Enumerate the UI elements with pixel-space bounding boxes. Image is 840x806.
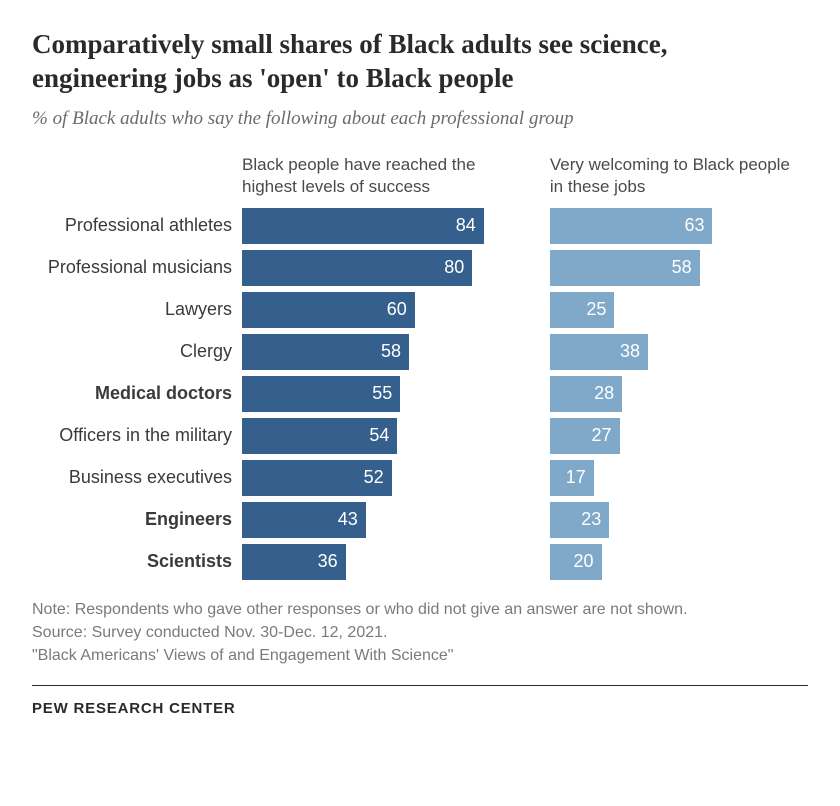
chart-row: Officers in the military54 27	[32, 418, 808, 454]
row-label: Officers in the military	[32, 425, 242, 446]
row-label: Clergy	[32, 341, 242, 362]
bar-cell-col2: 25	[550, 292, 808, 328]
bar-col1: 36	[242, 544, 346, 580]
row-label: Professional musicians	[32, 257, 242, 278]
bar-cell-col2: 20	[550, 544, 808, 580]
chart-row: Engineers43 23	[32, 502, 808, 538]
bar-cell-col2: 23	[550, 502, 808, 538]
chart-note: Note: Respondents who gave other respons…	[32, 598, 808, 668]
footer-divider	[32, 685, 808, 686]
col2-header: Very welcoming to Black people in these …	[550, 154, 808, 198]
chart-subtitle: % of Black adults who say the following …	[32, 108, 808, 130]
bar-col1: 52	[242, 460, 392, 496]
bar-cell-col2: 38	[550, 334, 808, 370]
chart-row: Scientists36 20	[32, 544, 808, 580]
bar-col2: 27	[550, 418, 620, 454]
note-line3: "Black Americans' Views of and Engagemen…	[32, 647, 453, 664]
bar-cell-col1: 80	[242, 250, 530, 286]
bar-col1: 60	[242, 292, 415, 328]
bar-cell-col1: 60	[242, 292, 530, 328]
bar-cell-col2: 63	[550, 208, 808, 244]
bar-cell-col1: 54	[242, 418, 530, 454]
bar-col1: 80	[242, 250, 472, 286]
row-label: Lawyers	[32, 299, 242, 320]
chart-row: Business executives52 17	[32, 460, 808, 496]
column-headers: Black people have reached the highest le…	[32, 154, 808, 198]
row-label: Scientists	[32, 551, 242, 572]
chart-title: Comparatively small shares of Black adul…	[32, 28, 808, 96]
bar-col1: 55	[242, 376, 400, 412]
chart-row: Lawyers60 25	[32, 292, 808, 328]
bar-cell-col1: 58	[242, 334, 530, 370]
chart-rows: Professional athletes84 63 Professional mu…	[32, 208, 808, 580]
row-label: Engineers	[32, 509, 242, 530]
bar-col2: 25	[550, 292, 615, 328]
bar-cell-col2: 58	[550, 250, 808, 286]
row-label: Medical doctors	[32, 383, 242, 404]
bar-col2: 17	[550, 460, 594, 496]
chart-row: Clergy58 38	[32, 334, 808, 370]
bar-col1: 58	[242, 334, 409, 370]
bar-col1: 54	[242, 418, 397, 454]
bar-col2: 63	[550, 208, 713, 244]
bar-cell-col1: 55	[242, 376, 530, 412]
bar-cell-col2: 28	[550, 376, 808, 412]
bar-cell-col1: 36	[242, 544, 530, 580]
bar-cell-col1: 84	[242, 208, 530, 244]
bar-cell-col1: 43	[242, 502, 530, 538]
bar-cell-col1: 52	[242, 460, 530, 496]
note-line2: Source: Survey conducted Nov. 30-Dec. 12…	[32, 624, 387, 641]
chart-row: Professional athletes84 63	[32, 208, 808, 244]
chart-area: Black people have reached the highest le…	[32, 154, 808, 580]
bar-col2: 58	[550, 250, 700, 286]
chart-row: Professional musicians80 58	[32, 250, 808, 286]
bar-cell-col2: 27	[550, 418, 808, 454]
note-line1: Note: Respondents who gave other respons…	[32, 601, 688, 618]
bar-col2: 20	[550, 544, 602, 580]
footer-attribution: PEW RESEARCH CENTER	[32, 700, 808, 717]
bar-col2: 28	[550, 376, 622, 412]
bar-col1: 84	[242, 208, 484, 244]
bar-col2: 38	[550, 334, 648, 370]
bar-col1: 43	[242, 502, 366, 538]
chart-row: Medical doctors55 28	[32, 376, 808, 412]
row-label: Professional athletes	[32, 215, 242, 236]
col1-header: Black people have reached the highest le…	[242, 154, 530, 198]
bar-cell-col2: 17	[550, 460, 808, 496]
bar-col2: 23	[550, 502, 609, 538]
row-label: Business executives	[32, 467, 242, 488]
